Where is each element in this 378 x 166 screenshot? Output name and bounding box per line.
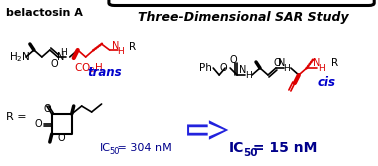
Text: O: O bbox=[229, 55, 237, 65]
Text: R: R bbox=[331, 58, 338, 68]
Text: H: H bbox=[117, 46, 124, 55]
Text: Three-Dimensional SAR Study: Three-Dimensional SAR Study bbox=[138, 10, 349, 24]
Text: N: N bbox=[112, 41, 119, 51]
Text: N: N bbox=[57, 52, 65, 62]
Text: O: O bbox=[43, 104, 51, 114]
FancyArrowPatch shape bbox=[189, 123, 225, 137]
Text: IC: IC bbox=[100, 143, 111, 153]
FancyArrowPatch shape bbox=[187, 120, 228, 140]
Text: N: N bbox=[313, 58, 321, 68]
Text: 50: 50 bbox=[110, 148, 120, 157]
Text: = 304 nM: = 304 nM bbox=[113, 143, 171, 153]
Text: CO$_2$H: CO$_2$H bbox=[74, 61, 103, 75]
Text: 50: 50 bbox=[243, 148, 257, 158]
Text: R: R bbox=[130, 42, 136, 52]
Text: N: N bbox=[239, 65, 247, 75]
Text: O: O bbox=[58, 133, 65, 143]
Text: H: H bbox=[318, 64, 325, 73]
Text: O: O bbox=[51, 59, 59, 69]
Text: H: H bbox=[245, 71, 251, 80]
Text: trans: trans bbox=[87, 67, 122, 80]
Text: O: O bbox=[34, 119, 42, 129]
Text: = 15 nM: = 15 nM bbox=[248, 141, 318, 155]
Text: IC: IC bbox=[229, 141, 245, 155]
Text: N: N bbox=[278, 58, 286, 68]
Text: R =: R = bbox=[6, 112, 26, 122]
Text: H$_2$N: H$_2$N bbox=[9, 50, 31, 64]
Text: Ph: Ph bbox=[199, 63, 212, 73]
Text: belactosin A: belactosin A bbox=[6, 8, 83, 18]
Text: H: H bbox=[284, 64, 290, 73]
Text: O: O bbox=[273, 58, 281, 68]
Text: H: H bbox=[60, 47, 67, 56]
FancyBboxPatch shape bbox=[109, 0, 374, 5]
Text: O: O bbox=[219, 63, 227, 73]
Text: cis: cis bbox=[318, 76, 336, 88]
